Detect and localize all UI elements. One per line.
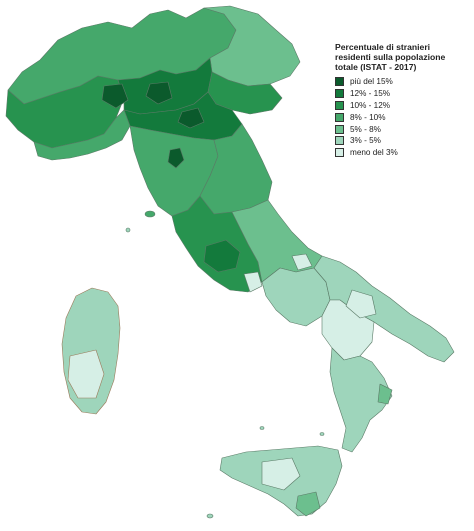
legend-item-3: 8% - 10% [335, 111, 471, 123]
legend-item-2: 10% - 12% [335, 100, 471, 112]
province-sicily-center[interactable] [261, 457, 301, 491]
province-emilia-core[interactable] [177, 107, 205, 129]
province-prato[interactable] [167, 147, 185, 169]
legend-swatch [335, 124, 344, 134]
legend-label: 3% - 5% [350, 136, 381, 146]
map-provinces [67, 81, 393, 517]
legend-swatch [335, 148, 344, 158]
province-crotone[interactable] [377, 383, 393, 405]
legend-label: 12% - 15% [350, 89, 391, 99]
legend-title: Percentuale di stranieri residenti sulla… [335, 42, 471, 72]
province-sardinia-south[interactable] [67, 349, 105, 399]
province-molise[interactable] [291, 253, 313, 271]
legend-swatch [335, 136, 344, 146]
legend-item-0: più del 15% [335, 76, 471, 88]
province-rome[interactable] [203, 239, 241, 273]
legend-swatch [335, 100, 344, 110]
island-pantelleria[interactable] [206, 513, 214, 519]
legend-label: più del 15% [350, 77, 393, 87]
legend-item-5: 3% - 5% [335, 135, 471, 147]
legend-title-line-1: Percentuale di stranieri [335, 42, 431, 52]
province-brescia-area[interactable] [145, 81, 173, 105]
legend-title-line-2: residenti sulla popolazione [335, 52, 446, 62]
province-lazio-south[interactable] [243, 271, 263, 293]
legend-item-4: 5% - 8% [335, 123, 471, 135]
legend-title-line-3: totale (ISTAT - 2017) [335, 62, 417, 72]
region-calabria[interactable] [329, 347, 393, 453]
province-apulia-interior[interactable] [345, 289, 377, 319]
legend-label: 10% - 12% [350, 100, 391, 110]
legend-swatch [335, 112, 344, 122]
legend: Percentuale di stranieri residenti sulla… [335, 42, 471, 159]
island-corsica-strait-dot[interactable] [125, 227, 131, 233]
island-aeolian[interactable] [319, 432, 325, 436]
legend-label: 8% - 10% [350, 112, 386, 122]
province-milan-area[interactable] [101, 83, 129, 109]
legend-swatch [335, 89, 344, 99]
region-campania[interactable] [261, 267, 331, 327]
island-ustica[interactable] [259, 426, 265, 430]
legend-label: 5% - 8% [350, 124, 381, 134]
legend-item-1: 12% - 15% [335, 88, 471, 100]
legend-swatch [335, 77, 344, 87]
legend-label: meno del 3% [350, 148, 398, 158]
province-ragusa[interactable] [295, 491, 321, 517]
map-islands [125, 210, 325, 519]
island-elba[interactable] [144, 210, 156, 218]
legend-item-6: meno del 3% [335, 147, 471, 159]
